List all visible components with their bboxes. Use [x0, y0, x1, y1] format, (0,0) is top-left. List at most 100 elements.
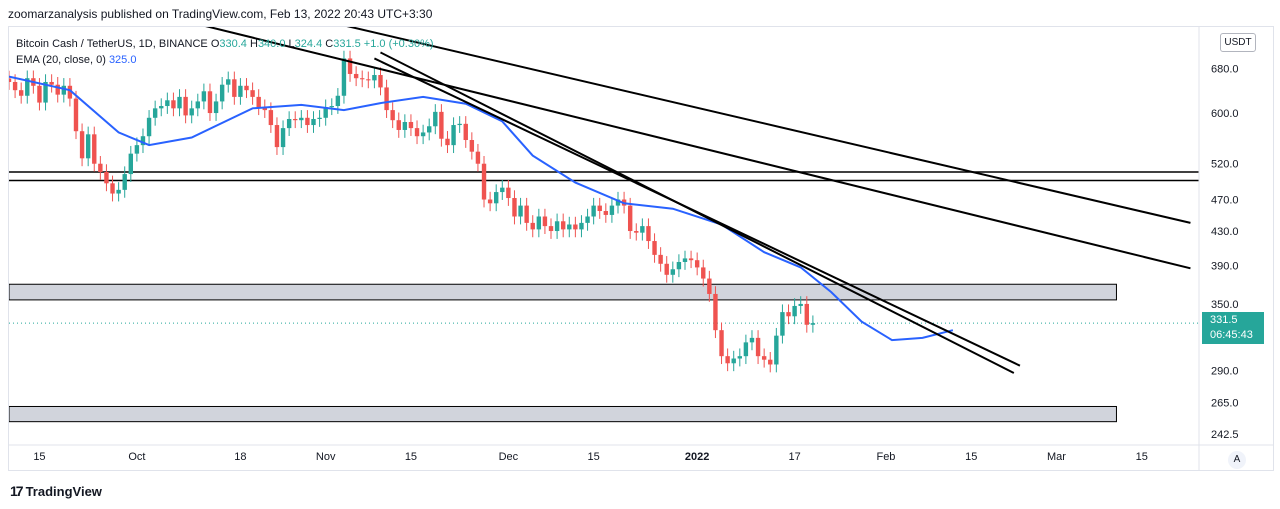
candle-body — [506, 187, 511, 199]
candle-body — [530, 222, 535, 230]
candle-body — [244, 85, 249, 91]
candle-body — [122, 174, 127, 190]
time-tick-label: Feb — [876, 451, 895, 463]
candle-body — [792, 305, 797, 317]
candle-body — [146, 117, 152, 137]
tradingview-logo-icon: 17 — [10, 483, 24, 499]
candle-countdown: 06:45:43 — [1210, 329, 1253, 341]
candle-body — [329, 106, 334, 108]
candle-body — [286, 118, 292, 129]
candle-body — [195, 101, 200, 109]
time-tick-label: 15 — [1136, 451, 1148, 463]
candle-body — [463, 123, 468, 141]
candle-body — [536, 216, 542, 230]
low-label: L — [288, 38, 295, 50]
change-value: +1.0 (+0.30%) — [363, 38, 434, 50]
candle-body — [177, 96, 182, 109]
candle-body — [323, 107, 328, 118]
candle-body — [634, 231, 639, 233]
candle-body — [12, 81, 18, 91]
candle-body — [567, 224, 572, 230]
ema-value: 325.0 — [108, 54, 137, 66]
symbol-name[interactable]: Bitcoin Cash / TetherUS, 1D, BINANCE — [16, 38, 208, 50]
price-zone — [9, 405, 1117, 423]
current-price-tag: 331.5 06:45:43 — [1202, 312, 1264, 344]
candle-body — [274, 125, 280, 148]
time-tick-label: Mar — [1047, 451, 1066, 463]
candle-body — [670, 269, 676, 275]
candle-body — [384, 87, 389, 111]
price-tick-label: 470.0 — [1211, 195, 1239, 207]
candle-body — [439, 111, 444, 139]
candle-body — [676, 261, 682, 270]
time-tick-label: 2022 — [685, 451, 709, 463]
chart-canvas[interactable]: 242.5 265.0 290.0 350.0 390.0 430.0 470.0 520.0… — [9, 27, 1273, 470]
candle-body — [55, 84, 60, 95]
candle-body — [682, 258, 688, 262]
trend-lines — [205, 27, 1191, 374]
candle-body — [159, 106, 164, 109]
candle-body — [299, 117, 304, 121]
candle-body — [61, 85, 67, 95]
candle-body — [43, 81, 48, 103]
candle-body — [694, 260, 700, 268]
candle-body — [768, 359, 773, 365]
candle-body — [256, 96, 261, 108]
price-tick-label: 290.0 — [1211, 366, 1239, 378]
candle-body — [110, 183, 115, 194]
candle-body — [268, 110, 274, 126]
price-tick-label: 265.0 — [1211, 397, 1239, 409]
time-tick-label: 15 — [588, 451, 600, 463]
currency-button[interactable]: USDT — [1220, 33, 1256, 52]
trend-line — [205, 27, 1191, 270]
autoscale-button[interactable]: A — [1228, 451, 1246, 469]
candle-body — [67, 85, 73, 99]
candle-body — [25, 78, 30, 96]
candle-body — [512, 198, 517, 217]
candle-body — [494, 192, 499, 204]
candle-body — [427, 126, 432, 133]
candle-body — [451, 125, 456, 146]
candle-body — [640, 226, 645, 233]
candle-body — [341, 58, 347, 96]
candle-body — [311, 118, 316, 126]
ema-line — [9, 75, 954, 342]
candle-body — [664, 263, 669, 275]
candle-body — [737, 356, 742, 359]
price-tick-label: 430.0 — [1211, 226, 1239, 238]
price-tick-label: 350.0 — [1211, 299, 1239, 311]
candle-body — [755, 337, 761, 357]
candle-body — [591, 205, 596, 217]
candle-body — [305, 117, 310, 126]
candle-body — [786, 312, 791, 317]
candle-body — [140, 136, 146, 146]
candle-body — [134, 145, 140, 154]
open-value: 330.4 — [219, 38, 247, 50]
candle-body — [445, 138, 450, 146]
candle-body — [171, 100, 176, 109]
candle-body — [749, 337, 755, 343]
candle-body — [707, 278, 712, 294]
candle-body — [652, 241, 657, 255]
candle-body — [37, 85, 42, 103]
candle-body — [360, 78, 365, 80]
candle-body — [165, 100, 170, 107]
candle-body — [475, 151, 481, 164]
candlesticks — [9, 50, 816, 373]
chart-frame — [8, 26, 1274, 471]
candle-body — [347, 58, 353, 74]
candle-body — [183, 96, 188, 116]
candle-body — [232, 79, 237, 97]
candle-body — [317, 117, 322, 119]
footer-brand[interactable]: 17 TradingView — [10, 483, 102, 499]
candle-body — [433, 111, 438, 127]
price-tick-label: 600.0 — [1211, 108, 1239, 120]
candle-body — [658, 254, 663, 264]
ema-label[interactable]: EMA (20, close, 0) — [16, 54, 106, 66]
high-label: H — [249, 38, 258, 50]
time-tick-label: 18 — [234, 451, 246, 463]
candle-body — [646, 226, 651, 242]
candle-body — [152, 108, 158, 118]
candle-body — [615, 199, 621, 206]
price-tick-label: 390.0 — [1211, 261, 1239, 273]
